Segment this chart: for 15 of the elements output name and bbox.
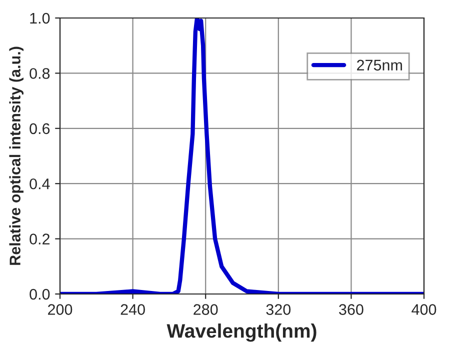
x-tick-label: 240 <box>120 304 145 315</box>
y-tick-label: 0.6 <box>30 123 50 134</box>
x-tick-label: 400 <box>412 304 436 315</box>
legend-label: 275nm <box>357 60 402 71</box>
x-axis-title: Wavelength(nm) <box>166 324 316 342</box>
y-tick-label: 0.8 <box>30 68 50 79</box>
y-tick-label: 0.2 <box>30 234 50 244</box>
y-tick-label: 0.0 <box>30 288 50 300</box>
x-tick-label: 360 <box>339 304 364 315</box>
x-tick-label: 280 <box>194 304 218 315</box>
y-axis-title: Relative optical intensity (a.u.) <box>9 46 24 265</box>
x-tick-label: 200 <box>48 304 72 315</box>
y-tick-label: 0.4 <box>30 178 50 190</box>
y-tick-label: 1.0 <box>30 12 50 24</box>
x-tick-label: 320 <box>266 304 291 315</box>
